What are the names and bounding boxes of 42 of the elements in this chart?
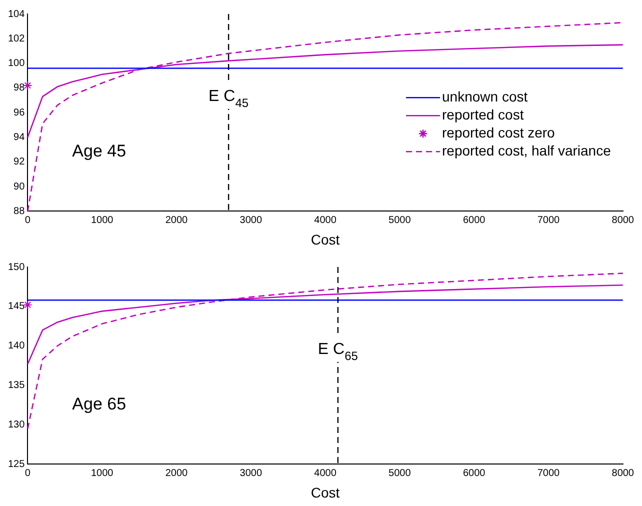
x-tick-label: 6000 [462,214,486,226]
x-tick-label: 4000 [314,214,337,226]
y-tick-label: 125 [8,458,26,470]
x-tick-label: 4000 [314,468,337,479]
x-tick-label: 1000 [90,214,114,226]
legend-label: reported cost zero [442,124,556,140]
x-tick-label: 0 [24,214,31,226]
x-tick-label: 1000 [90,468,114,479]
x-tick-label: 5000 [388,468,412,479]
y-tick-label: 140 [8,340,26,352]
x-tick-label: 3000 [240,214,262,226]
legend-label: unknown cost [442,88,528,104]
annotation: Age 65 [72,394,126,414]
y-tick-label: 104 [8,8,26,20]
y-tick-label: 150 [8,262,26,273]
line-series [27,272,624,430]
x-axis-title: Cost [310,484,340,500]
x-tick-label: 2000 [165,214,188,226]
x-tick-label: 8000 [612,214,634,226]
y-tick-label: 145 [8,301,26,312]
y-tick-label: 90 [14,181,26,192]
y-tick-label: 94 [14,132,26,143]
x-tick-label: 2000 [165,468,188,479]
x-tick-label: 6000 [462,468,486,479]
y-tick-label: 102 [8,33,26,44]
x-tick-label: 7000 [537,468,560,479]
y-tick-label: 92 [14,156,26,168]
y-tick-label: 135 [8,380,26,392]
y-tick-label: 98 [14,82,26,94]
x-axis-title: Cost [310,231,340,248]
y-tick-label: 100 [8,58,26,70]
x-tick-label: 5000 [388,214,412,226]
y-tick-label: 130 [8,420,26,431]
legend-label: reported cost [442,106,524,122]
x-tick-label: 3000 [240,468,262,479]
legend-label: reported cost, half variance [442,142,612,158]
x-tick-label: 8000 [612,468,634,479]
y-tick-label: 88 [14,206,26,217]
x-tick-label: 0 [24,468,31,479]
x-tick-label: 7000 [537,214,560,226]
annotation: Age 45 [72,142,126,161]
y-tick-label: 96 [14,107,26,118]
